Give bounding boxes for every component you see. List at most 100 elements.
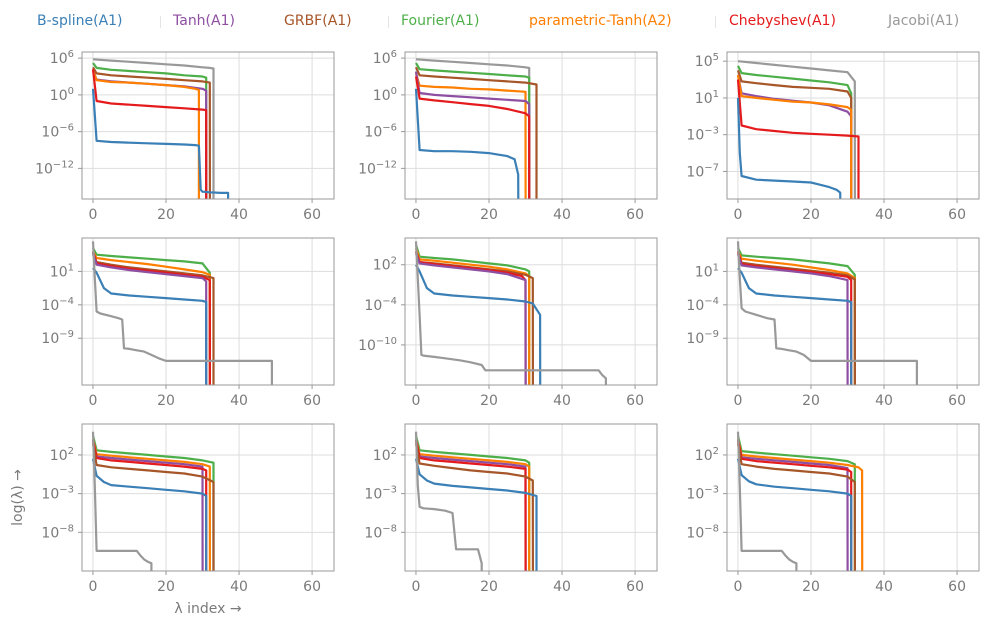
legend-separator — [160, 16, 161, 28]
tick-label-x: 60 — [626, 393, 644, 409]
tick-label-y: 102 — [373, 256, 397, 274]
legend-separator — [388, 16, 389, 28]
tick-label-x: 60 — [948, 579, 966, 595]
series-line-b-spline-a1 — [736, 97, 842, 199]
tick-label-x: 20 — [480, 393, 498, 409]
tick-label-y: 102 — [50, 446, 74, 464]
tick-label-x: 60 — [303, 207, 321, 223]
tick-label-x: 20 — [802, 393, 820, 409]
tick-label-y: 10−3 — [686, 126, 719, 144]
plot-frame — [81, 51, 335, 200]
tick-label-x: 20 — [802, 579, 820, 595]
series-line-parametric-tanh-a2 — [414, 439, 531, 571]
series-line-grbf-a1 — [92, 66, 211, 199]
series-line-fourier-a1 — [414, 244, 531, 385]
tick-label-x: 0 — [88, 207, 97, 223]
series-line-grbf-a1 — [414, 443, 535, 571]
panel-r2-c0: 0 20 40 60 102 10−3 10−8 λ index → log(λ) → — [10, 423, 335, 617]
series-line-b-spline-a1 — [414, 458, 538, 571]
tick-label-y: 101 — [695, 262, 719, 280]
series-line-jacobi-a1 — [415, 58, 531, 199]
legend-item-tanh-a1: Tanh(A1) — [173, 13, 235, 29]
series-line-chebyshev-a1 — [736, 79, 860, 199]
series-line-grbf-a1 — [736, 252, 857, 385]
series-line-fourier-a1 — [737, 65, 853, 199]
tick-label-y: 10−12 — [35, 159, 74, 177]
legend-item-parametric-tanh-a2: parametric-Tanh(A2) — [529, 13, 672, 29]
tick-label-y: 10−7 — [686, 162, 719, 180]
series-line-fourier-a1 — [415, 62, 531, 199]
legend-item-b-spline-a1: B-spline(A1) — [37, 13, 123, 29]
tick-label-y: 10−9 — [41, 329, 74, 347]
tick-label-y: 10−4 — [686, 296, 719, 314]
tick-label-x: 0 — [733, 393, 742, 409]
panel-r2-c1: 0 20 40 60 102 10−3 10−8 — [364, 423, 658, 595]
tick-label-y: 106 — [373, 49, 397, 67]
tick-label-y: 101 — [50, 262, 74, 280]
series-line-fourier-a1 — [92, 62, 208, 199]
tick-label-x: 40 — [230, 393, 248, 409]
tick-label-x: 60 — [303, 579, 321, 595]
series-line-chebyshev-a1 — [414, 76, 531, 199]
panel-r1-c2: 0 20 40 60 101 10−4 10−9 — [686, 237, 980, 409]
series-line-tanh-a1 — [414, 71, 531, 199]
tick-label-y: 10−4 — [41, 296, 74, 314]
plot-frame — [81, 237, 335, 386]
series-line-jacobi-a1 — [736, 241, 919, 385]
panel-r2-c2: 0 20 40 60 102 10−3 10−8 — [686, 423, 980, 595]
tick-label-x: 20 — [480, 579, 498, 595]
series-line-fourier-a1 — [91, 435, 215, 571]
tick-label-x: 60 — [948, 393, 966, 409]
series-line-b-spline-a1 — [91, 88, 230, 199]
legend-item-fourier-a1: Fourier(A1) — [401, 13, 480, 29]
panel-r0-c0: 0 20 40 60 106 100 10−6 10−12 — [35, 49, 335, 223]
tick-label-x: 20 — [802, 207, 820, 223]
series-line-b-spline-a1 — [415, 264, 542, 385]
series-line-chebyshev-a1 — [91, 439, 208, 571]
series-line-chebyshev-a1 — [736, 251, 853, 385]
panel-r0-c1: 0 20 40 60 106 100 10−6 10−12 — [358, 49, 658, 223]
series-line-parametric-tanh-a2 — [414, 73, 527, 199]
series-line-jacobi-a1 — [414, 241, 608, 385]
tick-label-x: 40 — [553, 579, 571, 595]
series-line-fourier-a1 — [736, 435, 857, 571]
tick-label-y: 10−6 — [364, 123, 397, 141]
series-line-parametric-tanh-a2 — [91, 70, 200, 199]
tick-label-x: 60 — [303, 393, 321, 409]
series-line-tanh-a1 — [736, 253, 849, 385]
series-line-jacobi-a1 — [91, 431, 153, 571]
tick-label-x: 20 — [157, 393, 175, 409]
tick-label-y: 10−12 — [358, 159, 397, 177]
series-line-b-spline-a1 — [91, 458, 208, 571]
tick-label-y: 10−3 — [686, 485, 719, 503]
series-line-fourier-a1 — [414, 435, 531, 571]
y-axis-label: log(λ) → — [10, 469, 26, 526]
tick-label-x: 40 — [230, 207, 248, 223]
series-line-parametric-tanh-a2 — [736, 439, 864, 571]
tick-label-x: 60 — [948, 207, 966, 223]
tick-label-y: 10−4 — [364, 296, 397, 314]
series-line-grbf-a1 — [736, 70, 853, 199]
series-line-tanh-a1 — [736, 440, 849, 571]
tick-label-y: 106 — [50, 49, 74, 67]
tick-label-x: 40 — [875, 207, 893, 223]
tick-label-x: 0 — [411, 207, 420, 223]
tick-label-y: 10−8 — [686, 523, 719, 541]
series-line-jacobi-a1 — [736, 431, 798, 571]
tick-label-x: 0 — [411, 579, 420, 595]
tick-label-x: 40 — [553, 207, 571, 223]
plot-frame — [404, 51, 658, 200]
tick-label-y: 100 — [373, 86, 397, 104]
series-line-grbf-a1 — [91, 443, 215, 571]
tick-label-y: 10−3 — [41, 485, 74, 503]
series-line-chebyshev-a1 — [736, 439, 853, 571]
series-line-b-spline-a1 — [736, 458, 853, 571]
plot-frame — [404, 237, 658, 386]
series-line-grbf-a1 — [91, 252, 215, 385]
tick-label-x: 0 — [88, 579, 97, 595]
legend-item-grbf-a1: GRBF(A1) — [284, 13, 352, 29]
plot-frame — [726, 237, 980, 386]
series-line-tanh-a1 — [91, 253, 208, 385]
tick-label-y: 105 — [695, 52, 719, 70]
legend-separator — [715, 16, 716, 28]
